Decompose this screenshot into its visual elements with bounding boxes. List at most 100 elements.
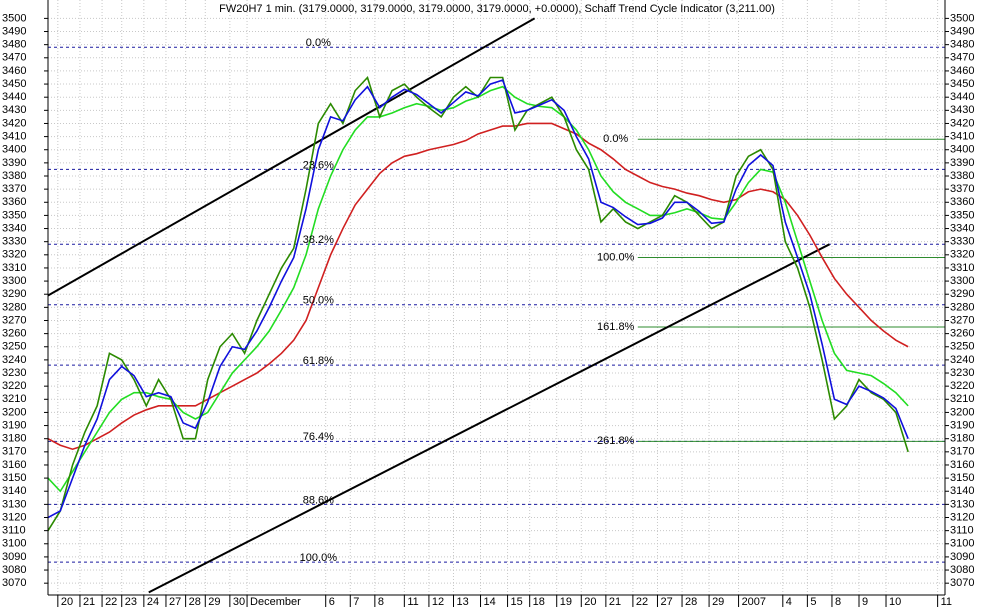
y-tick-label: 3470 bbox=[2, 52, 26, 64]
fib-extension-label: 161.8% bbox=[597, 321, 635, 333]
x-tick-label: December bbox=[250, 596, 301, 608]
y-tick-label: 3200 bbox=[950, 406, 974, 418]
x-tick-label: 27 bbox=[169, 596, 181, 608]
x-tick-label: 8 bbox=[835, 596, 841, 608]
y-tick-label: 3120 bbox=[950, 511, 974, 523]
y-tick-label: 3340 bbox=[2, 222, 26, 234]
y-tick-label: 3430 bbox=[950, 104, 974, 116]
y-tick-label: 3330 bbox=[2, 236, 26, 248]
x-tick-label: 27 bbox=[660, 596, 672, 608]
x-tick-label: 28 bbox=[189, 596, 201, 608]
y-tick-label: 3370 bbox=[2, 183, 26, 195]
y-tick-label: 3080 bbox=[950, 564, 974, 576]
y-tick-label: 3160 bbox=[2, 459, 26, 471]
y-tick-label: 3090 bbox=[950, 551, 974, 563]
fib-label: 76.4% bbox=[303, 431, 334, 443]
x-tick-label: 22 bbox=[636, 596, 648, 608]
y-tick-label: 3130 bbox=[950, 498, 974, 510]
y-tick-label: 3400 bbox=[2, 144, 26, 156]
fib-label: 23.6% bbox=[303, 159, 334, 171]
plot-area bbox=[48, 17, 945, 594]
y-tick-label: 3260 bbox=[950, 328, 974, 340]
y-tick-label: 3150 bbox=[2, 472, 26, 484]
y-tick-label: 3080 bbox=[2, 564, 26, 576]
x-tick-label: 19 bbox=[560, 596, 572, 608]
y-tick-label: 3110 bbox=[2, 525, 26, 537]
y-tick-label: 3360 bbox=[950, 196, 974, 208]
y-tick-label: 3340 bbox=[950, 222, 974, 234]
y-tick-label: 3100 bbox=[2, 538, 26, 550]
y-tick-label: 3400 bbox=[950, 144, 974, 156]
y-tick-label: 3250 bbox=[2, 341, 26, 353]
y-tick-label: 3350 bbox=[2, 209, 26, 221]
y-tick-label: 3280 bbox=[950, 301, 974, 313]
y-tick-label: 3430 bbox=[2, 104, 26, 116]
y-tick-label: 3300 bbox=[2, 275, 26, 287]
x-tick-label: 29 bbox=[712, 596, 724, 608]
y-tick-label: 3320 bbox=[2, 249, 26, 261]
y-tick-label: 3240 bbox=[2, 354, 26, 366]
x-tick-label: 23 bbox=[125, 596, 137, 608]
y-tick-label: 3470 bbox=[950, 52, 974, 64]
x-tick-label: 22 bbox=[105, 596, 117, 608]
x-tick-label: 30 bbox=[233, 596, 245, 608]
y-tick-label: 3120 bbox=[2, 511, 26, 523]
y-tick-label: 3140 bbox=[2, 485, 26, 497]
y-tick-label: 3090 bbox=[2, 551, 26, 563]
fib-extension-label: 100.0% bbox=[597, 251, 635, 263]
y-tick-label: 3440 bbox=[2, 91, 26, 103]
x-tick-label: 20 bbox=[61, 596, 73, 608]
x-tick-label: 15 bbox=[511, 596, 523, 608]
y-tick-label: 3140 bbox=[950, 485, 974, 497]
y-tick-label: 3380 bbox=[2, 170, 26, 182]
y-tick-label: 3320 bbox=[950, 249, 974, 261]
y-tick-label: 3280 bbox=[2, 301, 26, 313]
x-tick-label: 6 bbox=[329, 596, 335, 608]
y-tick-label: 3450 bbox=[950, 78, 974, 90]
x-tick-label: 21 bbox=[83, 596, 95, 608]
y-tick-label: 3260 bbox=[2, 328, 26, 340]
y-tick-label: 3290 bbox=[2, 288, 26, 300]
x-tick-label: 10 bbox=[889, 596, 901, 608]
y-tick-label: 3360 bbox=[2, 196, 26, 208]
fib-extension-label: 261.8% bbox=[597, 435, 635, 447]
x-tick-label: 28 bbox=[685, 596, 697, 608]
x-tick-label: 14 bbox=[484, 596, 496, 608]
y-tick-label: 3420 bbox=[950, 117, 974, 129]
series-line bbox=[48, 122, 909, 451]
y-tick-label: 3330 bbox=[950, 236, 974, 248]
y-tick-label: 3180 bbox=[950, 433, 974, 445]
x-tick-label: 2007 bbox=[742, 596, 766, 608]
y-tick-label: 3130 bbox=[2, 498, 26, 510]
y-tick-label: 3170 bbox=[2, 446, 26, 458]
y-tick-label: 3390 bbox=[950, 157, 974, 169]
y-tick-label: 3350 bbox=[950, 209, 974, 221]
x-tick-label: 13 bbox=[456, 596, 468, 608]
x-tick-label: 4 bbox=[786, 596, 792, 608]
fib-label: 61.8% bbox=[303, 355, 334, 367]
y-tick-label: 3230 bbox=[2, 367, 26, 379]
y-tick-label: 3190 bbox=[950, 419, 974, 431]
y-tick-label: 3500 bbox=[950, 12, 974, 24]
x-tick-label: 9 bbox=[862, 596, 868, 608]
y-tick-label: 3190 bbox=[2, 419, 26, 431]
y-tick-label: 3250 bbox=[950, 341, 974, 353]
y-tick-label: 3440 bbox=[950, 91, 974, 103]
y-tick-label: 3220 bbox=[950, 380, 974, 392]
y-tick-label: 3490 bbox=[950, 25, 974, 37]
y-tick-label: 3170 bbox=[950, 446, 974, 458]
x-tick-label: 18 bbox=[533, 596, 545, 608]
fib-label: 88.6% bbox=[303, 494, 334, 506]
y-tick-label: 3410 bbox=[950, 131, 974, 143]
y-tick-label: 3390 bbox=[2, 157, 26, 169]
y-tick-label: 3290 bbox=[950, 288, 974, 300]
trend-line bbox=[148, 243, 830, 594]
fib-label: 0.0% bbox=[306, 37, 331, 49]
y-tick-label: 3100 bbox=[950, 538, 974, 550]
x-tick-label: 5 bbox=[810, 596, 816, 608]
chart-title: FW20H7 1 min. (3179.0000, 3179.0000, 317… bbox=[219, 3, 775, 15]
y-tick-label: 3450 bbox=[2, 78, 26, 90]
y-tick-label: 3460 bbox=[950, 65, 974, 77]
